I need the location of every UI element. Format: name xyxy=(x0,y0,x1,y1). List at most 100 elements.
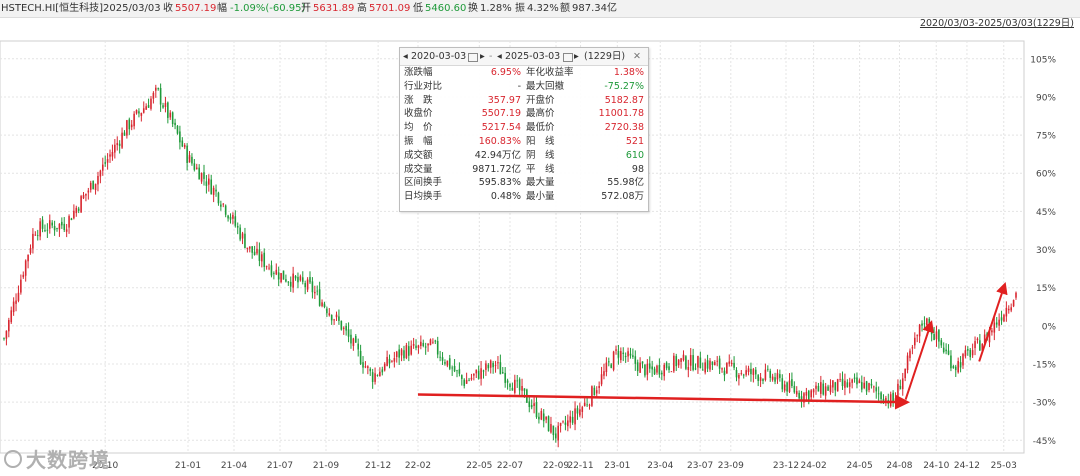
y-tick-label: -30% xyxy=(1033,399,1057,409)
candle-body xyxy=(20,279,22,293)
candle-body xyxy=(195,167,198,169)
candle-body xyxy=(851,379,853,383)
candle-body xyxy=(569,416,572,423)
candle-body xyxy=(147,105,150,108)
quote-header: HSTECH.HI[恒生科技] 2025/03/03 收 5507.19 幅 -… xyxy=(0,0,1080,18)
candle-body xyxy=(436,340,439,355)
candle-body xyxy=(222,203,225,205)
candle-body xyxy=(32,233,34,249)
close-label: 收 xyxy=(163,3,173,14)
candle-body xyxy=(979,340,981,351)
candle-body xyxy=(3,338,5,340)
candle-body xyxy=(894,398,897,401)
candle-body xyxy=(745,370,747,375)
candle-body xyxy=(576,408,579,414)
y-axis: 105% 90% 75% 60% 45% 30% 15% 0% -15% -30% -45% xyxy=(1030,55,1056,446)
candle-body xyxy=(774,377,776,382)
candle-body xyxy=(875,387,878,392)
candle-body xyxy=(812,389,815,393)
candle-body xyxy=(511,387,514,391)
start-date[interactable]: 2020-03-03 xyxy=(411,51,467,62)
candle-body xyxy=(116,143,119,146)
candle-body xyxy=(860,382,863,390)
candle-body xyxy=(314,291,316,294)
candle-body xyxy=(834,382,837,391)
candle-body xyxy=(70,218,73,221)
candle-body xyxy=(415,345,417,349)
candle-body xyxy=(916,335,919,337)
calendar-icon[interactable] xyxy=(468,53,478,62)
candle-body xyxy=(398,349,400,358)
candle-body xyxy=(516,380,519,382)
end-date[interactable]: 2025-03-03 xyxy=(505,51,561,62)
prev-end-icon[interactable]: ◂ xyxy=(497,51,502,62)
date-range-link[interactable]: 2020/03/03-2025/03/03(1229日) xyxy=(919,18,1074,29)
candle-body xyxy=(53,226,56,231)
x-tick-label: 24-02 xyxy=(801,461,827,471)
candle-body xyxy=(974,341,976,349)
candle-body xyxy=(379,371,381,377)
candle-body xyxy=(769,370,772,378)
close-icon[interactable]: ✕ xyxy=(633,51,641,62)
candle-body xyxy=(12,301,15,313)
x-tick-label: 22-05 xyxy=(466,461,492,471)
candle-body xyxy=(940,340,943,346)
candle-body xyxy=(140,113,143,116)
amplitude-label: 振 xyxy=(515,3,525,14)
candle-body xyxy=(617,350,620,358)
calendar-icon[interactable] xyxy=(563,53,573,62)
candle-body xyxy=(412,344,415,346)
candle-body xyxy=(595,390,598,394)
candle-body xyxy=(85,193,87,196)
candle-body xyxy=(562,421,564,423)
candle-body xyxy=(839,379,841,381)
y-tick-label: 60% xyxy=(1036,170,1056,180)
candle-body xyxy=(104,162,106,164)
candle-body xyxy=(914,337,916,346)
close-value: 5507.19 xyxy=(175,3,217,14)
candle-body xyxy=(405,345,408,358)
low-value: 5460.60 xyxy=(425,3,467,14)
candle-body xyxy=(461,375,463,379)
x-tick-label: 25-03 xyxy=(991,461,1017,471)
candle-body xyxy=(832,380,834,388)
candle-body xyxy=(65,229,68,232)
trend-arrow xyxy=(978,281,1008,362)
candle-body xyxy=(863,382,865,389)
x-tick-label: 24-10 xyxy=(923,461,949,471)
candle-body xyxy=(545,416,547,420)
candle-body xyxy=(853,377,856,379)
symbol-label[interactable]: HSTECH.HI[恒生科技] xyxy=(1,3,104,14)
stats-value: 5507.19 xyxy=(481,108,521,120)
candle-body xyxy=(354,336,357,343)
candle-body xyxy=(521,386,523,391)
next-end-icon[interactable]: ▸ xyxy=(574,51,579,62)
candle-body xyxy=(316,290,319,292)
candle-body xyxy=(299,276,302,281)
candle-body xyxy=(897,383,899,399)
stats-value: 1.38% xyxy=(613,67,644,78)
candle-body xyxy=(453,365,456,372)
candle-body xyxy=(24,260,27,276)
candle-body xyxy=(92,180,94,190)
stats-label: 行业对比 xyxy=(404,80,443,92)
candle-body xyxy=(911,347,914,349)
watermark: 大数跨境 xyxy=(4,444,110,473)
candle-body xyxy=(1012,299,1015,307)
prev-start-icon[interactable]: ◂ xyxy=(403,51,408,62)
candle-body xyxy=(261,254,263,262)
candle-body xyxy=(791,379,793,387)
next-start-icon[interactable]: ▸ xyxy=(480,51,485,62)
candle-body xyxy=(229,216,232,220)
candle-body xyxy=(294,276,297,279)
y-tick-label: -15% xyxy=(1033,360,1057,370)
candle-body xyxy=(685,356,687,369)
high-label: 高 xyxy=(357,3,367,14)
candle-body xyxy=(352,338,355,346)
candle-body xyxy=(827,386,829,391)
candle-body xyxy=(323,303,326,307)
candle-body xyxy=(1000,317,1003,321)
candle-body xyxy=(285,279,287,282)
candle-body xyxy=(726,362,728,374)
stats-label: 最小量 xyxy=(526,191,555,203)
